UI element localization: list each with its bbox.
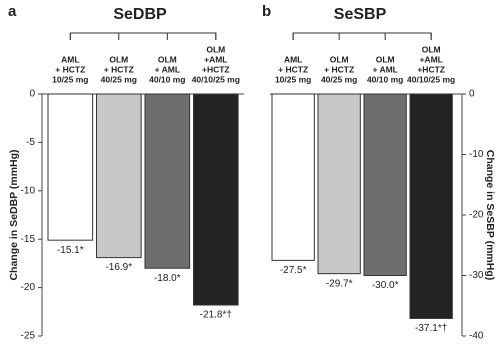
x-tick-label: AML bbox=[61, 54, 79, 64]
panel-label: b bbox=[262, 3, 271, 20]
bracket bbox=[292, 32, 432, 40]
x-tick-label: + HCTZ bbox=[104, 64, 134, 74]
y-tick-label: -10 bbox=[469, 149, 484, 160]
x-tick-label: OLM bbox=[206, 44, 225, 54]
bar bbox=[193, 93, 239, 306]
y-tick-label: -30 bbox=[469, 270, 484, 281]
value-label: -18.0* bbox=[154, 273, 181, 284]
x-tick-label: + AML bbox=[372, 64, 397, 74]
x-tick-label: OLM bbox=[158, 54, 177, 64]
y-tick-label: 0 bbox=[29, 89, 35, 100]
bar bbox=[317, 93, 361, 275]
chart-title: SeSBP bbox=[334, 6, 387, 23]
value-label: -37.1*† bbox=[415, 323, 447, 334]
x-tick-label: 10/25 mg bbox=[52, 74, 88, 84]
bar bbox=[47, 93, 94, 241]
y-tick-label: -20 bbox=[21, 282, 36, 293]
x-tick-label: + HCTZ bbox=[55, 64, 85, 74]
x-tick-label: OLM bbox=[330, 54, 349, 64]
x-tick-label: +AML bbox=[419, 54, 442, 64]
y-tick-label: -10 bbox=[21, 185, 36, 196]
y-tick-label: -40 bbox=[469, 331, 484, 342]
bar bbox=[96, 93, 142, 259]
x-tick-label: 40/10/25 mg bbox=[192, 74, 240, 84]
value-label: -29.7* bbox=[326, 278, 353, 289]
x-tick-label: 40/10 mg bbox=[367, 74, 403, 84]
x-tick-label: 40/25 mg bbox=[101, 74, 137, 84]
y-tick-label: -25 bbox=[21, 331, 36, 342]
value-label: -30.0* bbox=[372, 280, 399, 291]
y-tick-label: -5 bbox=[26, 137, 35, 148]
x-tick-label: OLM bbox=[109, 54, 128, 64]
x-tick-label: 40/25 mg bbox=[321, 74, 357, 84]
y-tick-label: -20 bbox=[469, 210, 484, 221]
bar bbox=[363, 93, 407, 276]
x-tick-label: +AML bbox=[204, 54, 227, 64]
x-tick-label: 10/25 mg bbox=[275, 74, 311, 84]
x-tick-label: OLM bbox=[376, 54, 395, 64]
x-tick-label: +HCTZ bbox=[202, 64, 230, 74]
y-tick-label: -15 bbox=[21, 234, 36, 245]
x-tick-label: + HCTZ bbox=[278, 64, 308, 74]
x-tick-label: AML bbox=[284, 54, 302, 64]
value-label: -27.5* bbox=[280, 265, 307, 276]
y-tick-label: 0 bbox=[469, 89, 475, 100]
chart-title: SeDBP bbox=[113, 6, 167, 23]
bar bbox=[409, 93, 453, 319]
value-label: -21.8*† bbox=[200, 310, 232, 321]
x-tick-label: + HCTZ bbox=[324, 64, 354, 74]
y-axis-label: Change in SeDBP (mmHg) bbox=[8, 149, 20, 280]
x-tick-label: +HCTZ bbox=[417, 64, 445, 74]
value-label: -16.9* bbox=[105, 262, 132, 273]
bar bbox=[271, 93, 315, 261]
bar bbox=[144, 93, 191, 269]
y-axis-label: Change in SeSBP (mmHg) bbox=[484, 150, 496, 281]
value-label: -15.1* bbox=[57, 245, 84, 256]
x-tick-label: 40/10 mg bbox=[149, 74, 185, 84]
panel-label: a bbox=[8, 3, 17, 20]
x-tick-label: OLM bbox=[422, 44, 441, 54]
bracket bbox=[69, 32, 217, 40]
x-tick-label: 40/10/25 mg bbox=[407, 74, 455, 84]
x-tick-label: + AML bbox=[155, 64, 180, 74]
